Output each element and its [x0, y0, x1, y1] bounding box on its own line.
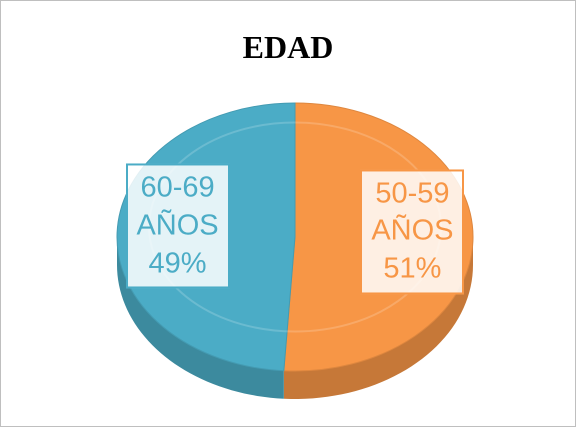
data-label: 50-59 AÑOS 51% [360, 169, 465, 295]
category-label: 60-69 AÑOS [136, 171, 219, 242]
value-label: 51% [383, 252, 442, 285]
slice-side [117, 237, 284, 399]
slice-side [283, 237, 473, 399]
chart-title: EDAD [242, 29, 334, 65]
category-label: 50-59 AÑOS [371, 177, 454, 247]
value-label: 49% [148, 247, 207, 280]
data-label: 60-69 AÑOS 49% [125, 163, 230, 289]
